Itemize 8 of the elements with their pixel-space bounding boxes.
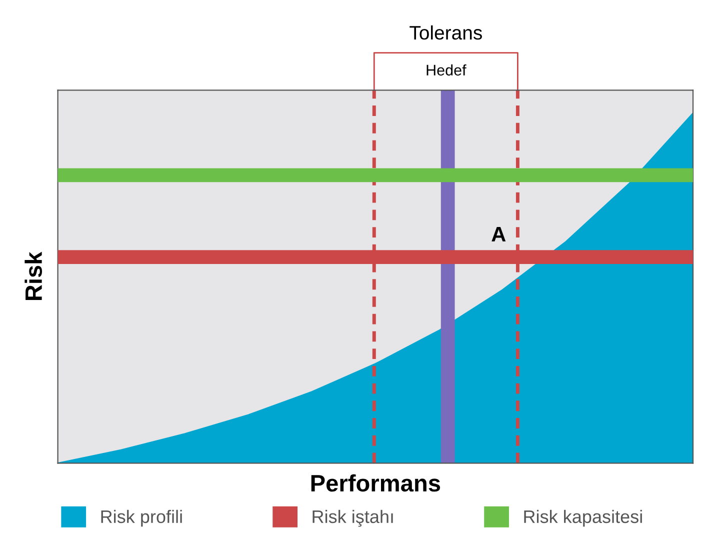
legend-label: Risk iştahı bbox=[312, 510, 393, 527]
text: Tolerans bbox=[410, 25, 482, 40]
annotation: A bbox=[492, 227, 506, 242]
text: Hedef bbox=[426, 64, 466, 76]
legend-label: Risk kapasitesi bbox=[524, 510, 642, 527]
x-axis-title: Performans bbox=[311, 474, 440, 492]
y-axis-title: Risk bbox=[24, 252, 42, 300]
legend-label: Risk profili bbox=[101, 510, 182, 527]
